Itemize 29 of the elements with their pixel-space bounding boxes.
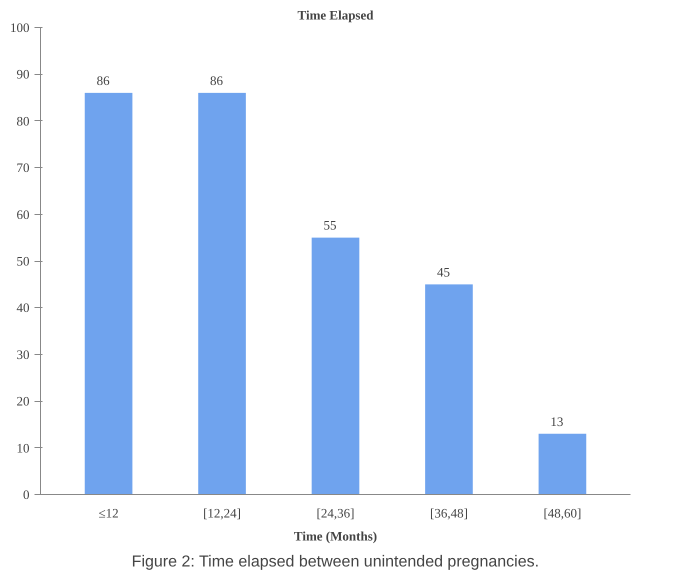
y-tick-label: 0 [23, 487, 30, 502]
x-tick-label: ≤12 [98, 506, 119, 520]
chart-title: Time Elapsed [298, 8, 374, 22]
x-tick-label: [12,24] [203, 506, 242, 520]
y-tick-label: 100 [10, 20, 30, 35]
data-label: 86 [96, 72, 110, 88]
y-tick-label: 60 [16, 206, 30, 222]
caption: Figure 2: Time elapsed between unintended pregnancies. [132, 554, 540, 570]
data-label: 45 [436, 264, 450, 280]
bar [425, 284, 473, 494]
bar [538, 434, 586, 494]
y-tick-label: 20 [16, 394, 30, 409]
x-tick-label: [48,60] [543, 506, 582, 520]
y-tick-label: 50 [16, 254, 30, 268]
data-label: 13 [550, 414, 564, 429]
bar [312, 238, 360, 494]
x-tick-label: [24,36] [316, 506, 354, 520]
x-axis-title: Time (Months) [294, 528, 378, 544]
bar [198, 92, 246, 494]
y-tick-label: 70 [16, 160, 30, 176]
data-label: 55 [324, 218, 336, 233]
y-tick-label: 80 [16, 113, 30, 128]
bar [84, 92, 132, 494]
x-tick-label: [36,48] [430, 506, 468, 520]
y-tick-label: 40 [16, 300, 30, 316]
data-label: 86 [210, 72, 224, 88]
y-tick-label: 90 [16, 66, 30, 82]
y-tick-label: 30 [16, 346, 30, 362]
y-tick-label: 10 [16, 440, 30, 456]
